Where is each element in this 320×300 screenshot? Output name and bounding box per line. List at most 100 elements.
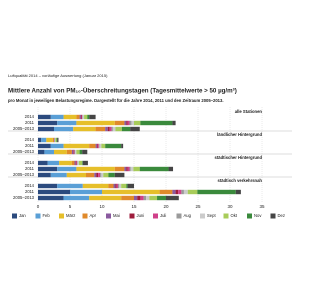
bar-segment [112, 126, 116, 132]
y-tick-label: 2014 [25, 160, 35, 165]
bar-segment [127, 183, 134, 189]
bar-segment [41, 137, 47, 143]
bar-segment [38, 166, 58, 172]
bar-segment [89, 195, 122, 201]
bar-segment [143, 195, 147, 201]
bar-segment [99, 143, 102, 149]
legend-label: Dez [278, 213, 285, 218]
bar-segment [44, 149, 54, 155]
x-tick-label: 10 [99, 204, 105, 209]
chart-title: Mittlere Anzahl von PM₁₀-Überschreitungs… [8, 88, 237, 95]
legend-label: Jan [19, 213, 26, 218]
bar-segment [116, 183, 118, 189]
bar-segment [75, 160, 77, 166]
bar-segment [134, 195, 138, 201]
legend-label: Mai [113, 213, 120, 218]
legend-swatch [176, 213, 182, 219]
legend-label: Feb [43, 213, 51, 218]
bar-segment [96, 143, 98, 149]
bar-segment [57, 120, 77, 126]
bar-segment [82, 149, 88, 155]
bar-segment [57, 137, 59, 143]
bar-segment [139, 166, 169, 172]
y-tick-label: 2005–2013 [13, 195, 35, 200]
bar-segment [87, 114, 90, 120]
bar-segment [100, 172, 102, 178]
bar-segment [115, 183, 117, 189]
x-tick-label: 5 [69, 204, 72, 209]
bar-segment [71, 149, 74, 155]
y-tick-label: 2014 [25, 137, 35, 142]
x-tick-label: 25 [195, 204, 201, 209]
y-tick-label: 2011 [25, 143, 35, 148]
bar-segment [131, 120, 134, 126]
y-tick-label: 2005–2013 [13, 149, 35, 154]
bar-segment [137, 195, 141, 201]
bar-segment [119, 183, 122, 189]
y-tick-label: 2014 [25, 183, 35, 188]
bar-segment [98, 172, 101, 178]
bar-segment [84, 114, 88, 120]
bar-segment [197, 189, 236, 195]
bar-segment [149, 195, 158, 201]
legend-swatch [106, 213, 111, 219]
bar-segment [94, 172, 97, 178]
bar-segment [107, 126, 110, 132]
bar-segment [54, 137, 55, 143]
bar-segment [74, 160, 76, 166]
bar-segment [76, 149, 80, 155]
bar-segment [38, 126, 54, 132]
bar-segment [103, 172, 109, 178]
bar-segment [140, 195, 144, 201]
bar-segment [79, 114, 81, 120]
bar-segment [89, 143, 96, 149]
bar-segment [73, 149, 74, 155]
bar-segment [108, 172, 115, 178]
bar-segment [55, 137, 57, 143]
legend-label: Juni [137, 213, 145, 218]
bar-segment [178, 189, 182, 195]
legend-label: Juli [160, 213, 166, 218]
bar-segment [63, 143, 90, 149]
bar-segment [70, 189, 102, 195]
bar-segment [52, 137, 54, 143]
bar-segment [105, 126, 108, 132]
bar-segment [183, 189, 188, 195]
bar-segment [146, 195, 150, 201]
bar-segment [175, 189, 179, 195]
bar-segment [181, 189, 184, 195]
bar-segment [38, 195, 64, 201]
bar-segment [57, 183, 83, 189]
x-tick-label: 20 [163, 204, 169, 209]
legend-swatch [223, 213, 229, 219]
bar-segment [121, 126, 131, 132]
bar-segment [46, 137, 53, 143]
bar-segment [95, 126, 106, 132]
bar-segment [121, 143, 124, 149]
bar-segment [111, 126, 113, 132]
bar-segment [38, 143, 51, 149]
bar-segment [129, 120, 132, 126]
bar-segment [98, 143, 100, 149]
legend-swatch [153, 213, 158, 219]
bar-segment [56, 137, 58, 143]
bar-segment [105, 143, 122, 149]
bar-segment [159, 189, 173, 195]
bar-segment [38, 172, 51, 178]
group-label: städtischer Hintergrund [215, 155, 263, 160]
bar-segment [38, 149, 45, 155]
bar-segment [101, 143, 106, 149]
legend-label: Sept [207, 213, 216, 218]
y-tick-label: 2011 [25, 166, 35, 171]
bar-segment [134, 120, 141, 126]
y-tick-label: 2011 [25, 189, 35, 194]
bar-segment [187, 189, 198, 195]
bar-segment [82, 114, 85, 120]
bar-segment [124, 166, 127, 172]
legend-label: Nov [254, 213, 262, 218]
bar-segment [121, 183, 127, 189]
bar-segment [130, 166, 134, 172]
bar-segment [79, 149, 83, 155]
bar-segment [102, 189, 160, 195]
bar-segment [127, 120, 130, 126]
